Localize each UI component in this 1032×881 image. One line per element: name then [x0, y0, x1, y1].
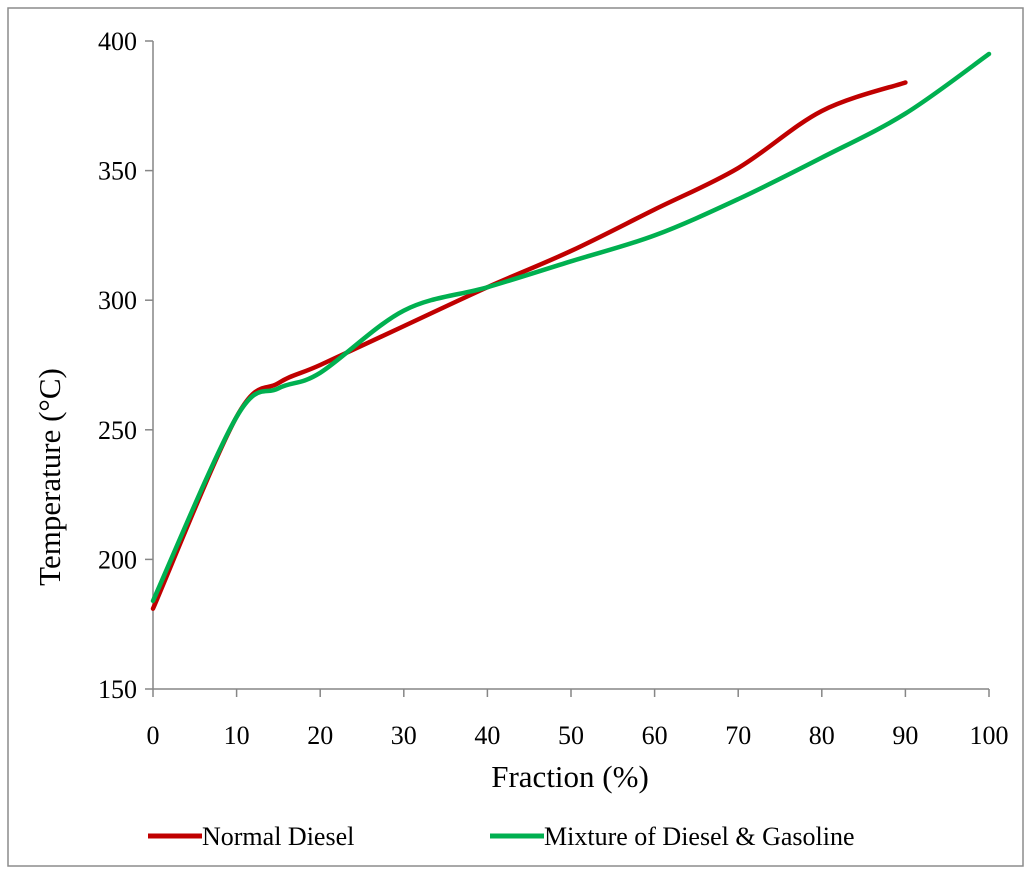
x-tick-label: 30 — [391, 721, 417, 750]
x-tick-label: 80 — [809, 721, 835, 750]
legend-item: Normal Diesel — [148, 822, 354, 851]
legend-label: Normal Diesel — [202, 822, 354, 851]
x-tick-label: 20 — [307, 721, 333, 750]
series-line-mixture-of-diesel-gasoline — [150, 51, 992, 604]
y-tick-label: 250 — [98, 416, 137, 445]
axes: 150 200 250 300 350 400 0 10 20 30 40 50 60 70 80 90 100 — [98, 27, 1009, 750]
y-tick-label: 350 — [98, 157, 137, 186]
y-axis-title: Temperature (°C) — [32, 368, 67, 586]
chart-border — [7, 7, 1024, 867]
legend-label: Mixture of Diesel & Gasoline — [544, 822, 855, 851]
x-tick-label: 100 — [970, 721, 1009, 750]
y-tick-label: 400 — [98, 27, 137, 56]
x-tick-label: 0 — [147, 721, 160, 750]
x-tick-label: 60 — [642, 721, 668, 750]
legend-item: Mixture of Diesel & Gasoline — [490, 822, 855, 851]
x-tick-label: 90 — [892, 721, 918, 750]
series-lines — [150, 51, 992, 611]
y-tick-label: 150 — [98, 675, 137, 704]
legend: Normal Diesel Mixture of Diesel & Gasolin… — [148, 822, 855, 851]
x-tick-label: 50 — [558, 721, 584, 750]
x-tick-label: 40 — [474, 721, 500, 750]
y-tick-label: 300 — [98, 286, 137, 315]
x-tick-label: 70 — [725, 721, 751, 750]
x-axis-title: Fraction (%) — [491, 759, 649, 794]
x-tick-label: 10 — [224, 721, 250, 750]
y-tick-label: 200 — [98, 545, 137, 574]
